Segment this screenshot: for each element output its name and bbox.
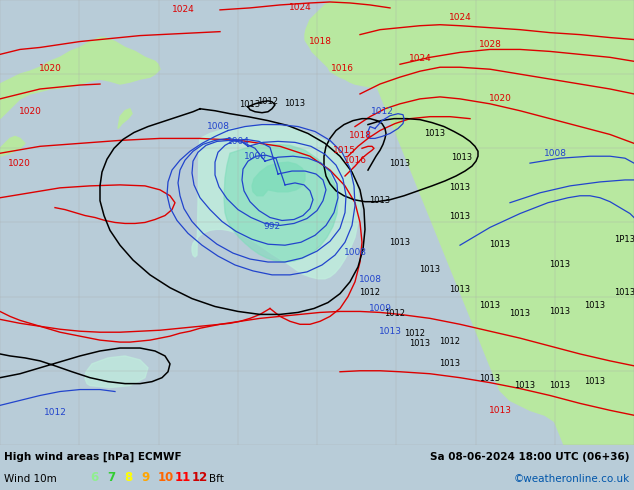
Text: 1013: 1013	[389, 238, 411, 247]
Text: 1013: 1013	[370, 196, 391, 205]
Text: 992: 992	[264, 222, 281, 231]
Text: 1013: 1013	[510, 309, 531, 318]
Text: ©weatheronline.co.uk: ©weatheronline.co.uk	[514, 474, 630, 484]
Text: 1013: 1013	[489, 406, 512, 416]
Text: 1012: 1012	[370, 107, 394, 116]
Text: 1P13: 1P13	[614, 235, 634, 244]
Text: 1013: 1013	[450, 213, 470, 221]
Polygon shape	[305, 0, 470, 87]
Text: 1020: 1020	[18, 107, 41, 116]
Text: 11: 11	[175, 471, 191, 484]
Text: 1013: 1013	[410, 339, 430, 348]
Text: 1013: 1013	[479, 301, 501, 311]
Text: 1013: 1013	[550, 307, 571, 317]
Text: 1004: 1004	[227, 137, 250, 147]
Text: 1015: 1015	[332, 146, 356, 155]
Text: 10: 10	[158, 471, 174, 484]
Text: 1000: 1000	[244, 152, 267, 161]
Polygon shape	[192, 125, 360, 279]
Text: 1013: 1013	[479, 374, 501, 383]
Text: 1013: 1013	[389, 159, 411, 168]
Text: 1012: 1012	[404, 329, 425, 338]
Text: Bft: Bft	[209, 474, 224, 484]
Text: 1012: 1012	[257, 97, 278, 106]
Text: Wind 10m: Wind 10m	[4, 474, 57, 484]
Text: 1012: 1012	[44, 408, 67, 417]
Polygon shape	[395, 0, 634, 445]
Text: 1012: 1012	[384, 309, 406, 318]
Text: 1013: 1013	[514, 381, 536, 390]
Text: 1013: 1013	[489, 240, 510, 249]
Polygon shape	[252, 162, 305, 196]
Text: 12: 12	[192, 471, 208, 484]
Text: 1013: 1013	[240, 100, 261, 109]
Text: 1013: 1013	[450, 285, 470, 294]
Text: 1013: 1013	[285, 99, 306, 108]
Text: 1008: 1008	[543, 149, 567, 158]
Text: 1020: 1020	[39, 64, 61, 73]
Text: 1024: 1024	[449, 13, 471, 22]
Polygon shape	[224, 145, 338, 262]
Text: 1013: 1013	[424, 129, 446, 139]
Polygon shape	[0, 38, 160, 119]
Text: 1013: 1013	[378, 327, 401, 336]
Text: 1012: 1012	[359, 288, 380, 296]
Text: 1008: 1008	[207, 122, 230, 130]
Text: 1013: 1013	[585, 377, 605, 386]
Text: 1013: 1013	[420, 265, 441, 274]
Text: 1013: 1013	[450, 183, 470, 192]
Text: 1020: 1020	[8, 159, 31, 168]
Polygon shape	[0, 136, 25, 156]
Text: 1013: 1013	[585, 301, 605, 311]
Polygon shape	[118, 109, 132, 128]
Text: 1012: 1012	[439, 337, 460, 346]
Text: 1013: 1013	[550, 381, 571, 390]
Polygon shape	[85, 356, 148, 388]
Text: 1028: 1028	[479, 41, 501, 49]
Text: 1013: 1013	[550, 260, 571, 269]
Text: Sa 08-06-2024 18:00 UTC (06+36): Sa 08-06-2024 18:00 UTC (06+36)	[430, 452, 630, 462]
Text: 1008: 1008	[344, 248, 366, 257]
Polygon shape	[340, 0, 634, 445]
Text: 1024: 1024	[172, 5, 195, 14]
Text: 9: 9	[141, 471, 149, 484]
Text: High wind areas [hPa] ECMWF: High wind areas [hPa] ECMWF	[4, 452, 181, 462]
Text: 1013: 1013	[614, 288, 634, 296]
Text: 1013: 1013	[439, 359, 460, 368]
Text: 6: 6	[90, 471, 98, 484]
Text: 1016: 1016	[330, 64, 354, 73]
Text: 1018: 1018	[309, 38, 332, 47]
Text: 1008: 1008	[358, 275, 382, 284]
Text: 1013: 1013	[451, 153, 472, 162]
Text: 1009: 1009	[368, 304, 392, 314]
Text: 8: 8	[124, 471, 133, 484]
Text: 1024: 1024	[288, 3, 311, 12]
Text: 1016: 1016	[344, 156, 366, 165]
Text: 1020: 1020	[489, 94, 512, 103]
Text: 1018: 1018	[349, 131, 372, 141]
Text: 1024: 1024	[409, 54, 431, 63]
Text: 7: 7	[107, 471, 115, 484]
